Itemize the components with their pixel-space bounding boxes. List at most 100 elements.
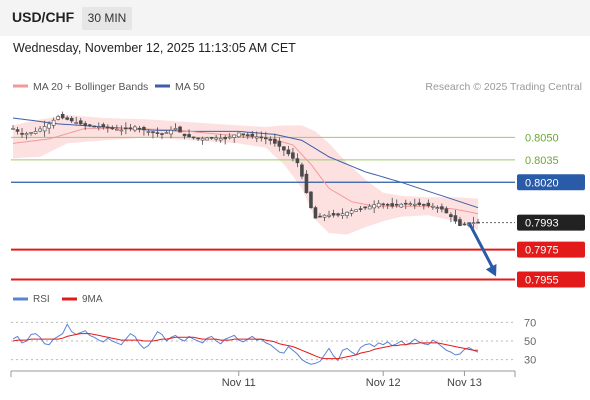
candle-body [47,123,51,129]
candle-body [412,203,417,206]
candle-body [331,213,336,216]
rsi-line [12,323,479,365]
candle-body [245,134,250,137]
support-label: 0.7975 [525,245,559,257]
candle-body [74,122,79,124]
candle-body [227,136,232,139]
candle-body [349,210,354,214]
candle-body [381,203,385,206]
candle-body [56,116,60,120]
candle-body [372,204,376,209]
rsi-tick-label: 50 [524,336,536,348]
candle-body [205,137,209,141]
bollinger-band [13,115,478,235]
candle-body [291,152,295,159]
candle-body [33,131,38,134]
timeframe-button[interactable]: 30 MIN [82,7,132,30]
candle-body [101,124,106,128]
rsi-tick-label: 30 [524,355,536,367]
candle-body [264,137,268,140]
pivot-box [517,174,585,191]
rsi-layer: 70 50 30 [11,317,536,367]
candle-body [69,117,74,122]
candle-body [110,127,115,130]
ma50-legend-label: MA 50 [175,81,205,93]
candle-body [151,131,155,133]
candle-body [218,138,223,141]
chart-header: USD/CHF 30 MIN [0,0,590,36]
candle-body [363,206,367,209]
candle-body [115,128,119,131]
candle-body [51,119,56,126]
candle-body [444,208,449,214]
candle-body [142,127,146,131]
candle-body [422,204,426,206]
candle-body [309,191,313,209]
candle-body [277,140,282,147]
symbol-label: USD/CHF [12,9,75,25]
candle-body [241,133,246,136]
candle-body [169,130,173,135]
forecast-arrow-head [485,264,497,277]
candle-body [345,211,349,216]
candle-body [282,146,286,151]
last-price-box [517,214,585,231]
candle-body [385,203,390,206]
last-price-label: 0.7993 [525,218,559,230]
candle-body [223,137,227,140]
candle-body [133,126,137,131]
candle-body [11,128,15,130]
candle-body [254,136,259,139]
candle-body [313,207,318,219]
resistance-label: 0.8035 [525,155,559,167]
pivot-label: 0.8020 [525,177,559,189]
rsi-ma-line [12,333,478,360]
candle-body [390,203,395,207]
candle-body [128,127,133,130]
candle-body [273,138,277,144]
x-tick-label: Nov 11 [222,377,256,389]
support-box [517,271,585,288]
candle-body [24,133,29,136]
candle-body [304,173,309,194]
support-box [517,241,585,258]
candle-body [20,133,24,135]
candle-body [160,133,164,135]
candle-body [155,132,160,134]
candle-body [137,127,142,130]
forecast-arrow-shaft [467,221,495,270]
candle-body [87,124,92,127]
candle-body [187,134,191,138]
timestamp: Wednesday, November 12, 2025 11:13:05 AM… [13,41,296,55]
candle-body [403,202,408,205]
candle-body [38,128,42,132]
candle-body [435,207,440,210]
x-tick-label: Nov 12 [366,377,401,389]
candle-body [119,129,124,132]
candle-body [106,126,110,129]
candle-body [146,131,151,133]
candle-body [65,117,69,120]
candle-body [431,205,435,208]
candle-body [209,137,214,139]
credit-label: Research © 2025 Trading Central [425,81,582,93]
rsi-tick-label: 70 [524,317,536,329]
candle-body [408,203,413,206]
candle-body [42,126,47,132]
candle-body [196,137,200,140]
candle-body [399,203,404,208]
candle-body [191,136,196,139]
candle-body [200,138,205,141]
candle-body [259,136,264,139]
candle-body [178,126,182,133]
candle-body [15,129,20,132]
candle-body [354,209,358,212]
candle-body [322,214,327,218]
candle-body [458,219,462,226]
candle-body [449,214,453,217]
candles [11,111,480,229]
candle-body [236,132,241,138]
candle-body [173,128,178,131]
resistance-label: 0.8050 [525,132,559,144]
candle-body [426,202,431,207]
